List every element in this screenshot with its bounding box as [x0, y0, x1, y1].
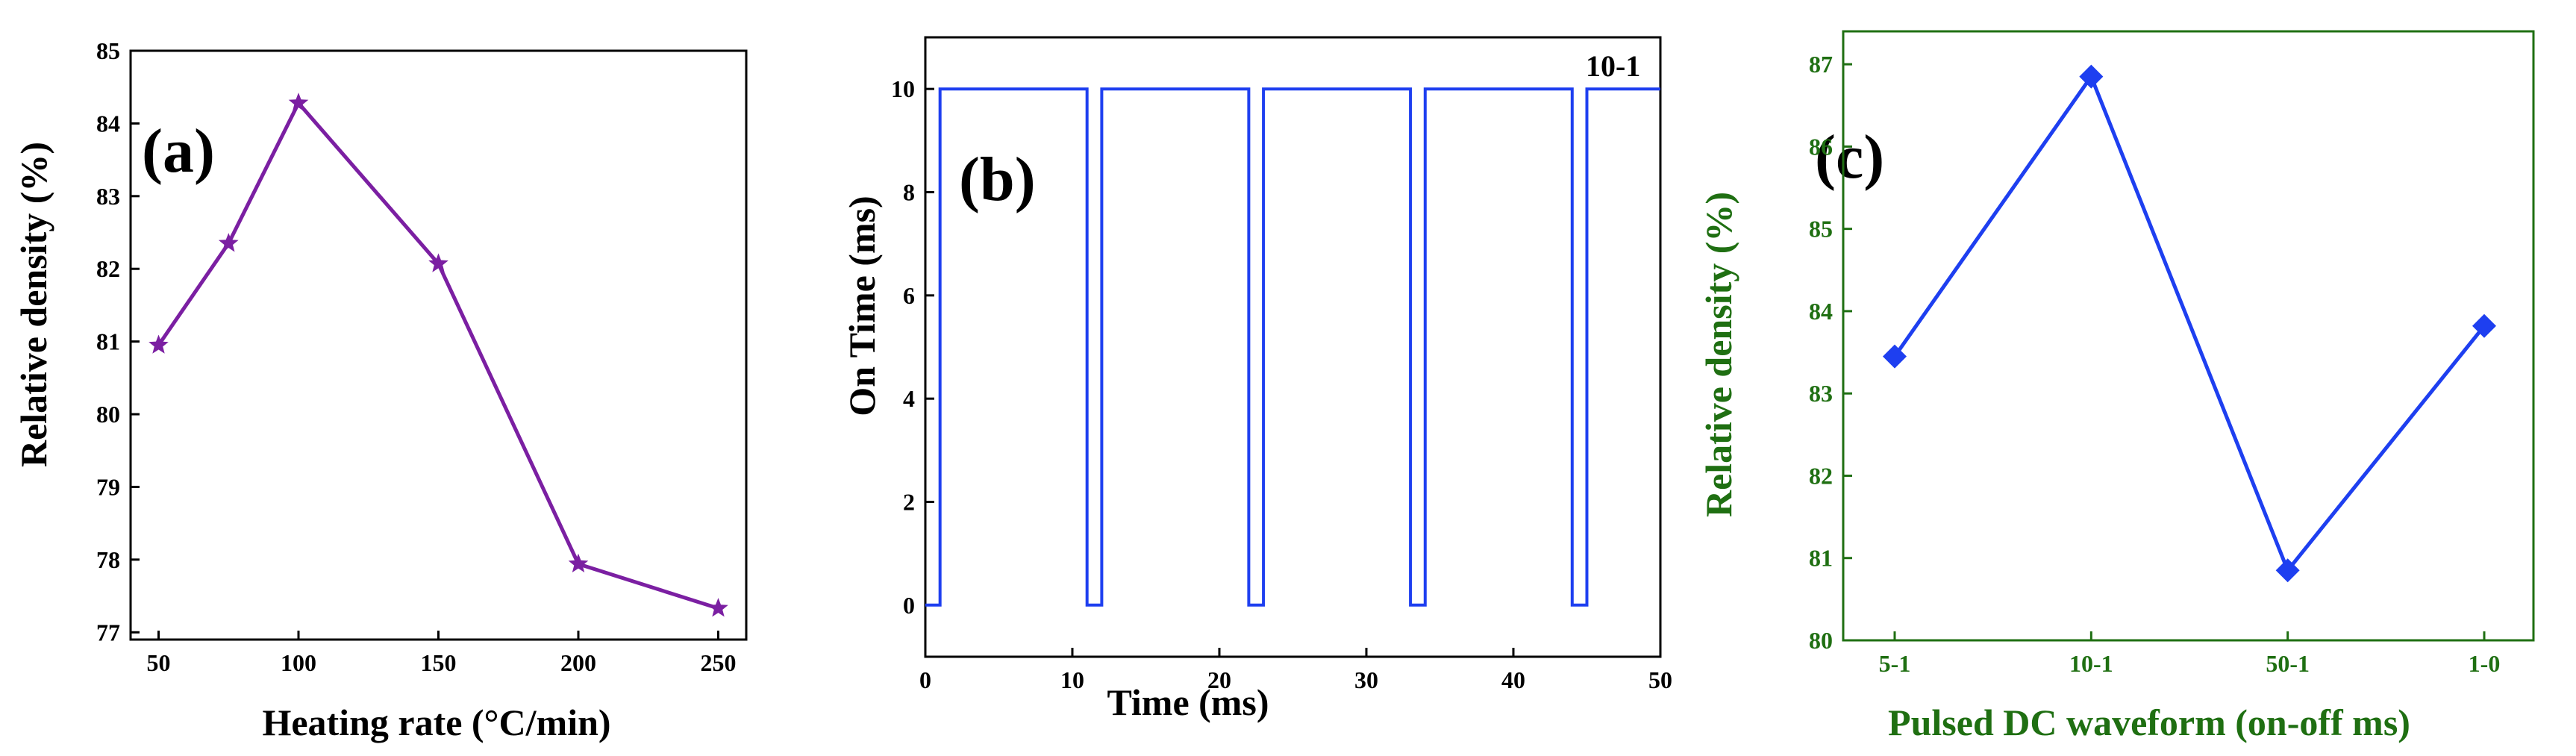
y-tick-label: 81	[1809, 545, 1833, 572]
panel-b-annotation: 10-1	[1586, 49, 1640, 83]
panel-a-chart: (a) Relative density (%) Heating rate (°…	[13, 37, 748, 743]
y-tick-label: 85	[96, 37, 120, 64]
panel-c-y-axis-label: Relative density (%)	[1698, 192, 1739, 517]
y-tick-label: 4	[903, 385, 915, 412]
panel-c-chart: (c) Relative density (%) Pulsed DC wavef…	[1698, 30, 2535, 743]
panel-c-data-point	[1883, 344, 1907, 369]
x-tick-label: 20	[1207, 666, 1231, 693]
y-tick-label: 79	[96, 473, 120, 500]
panel-c-plot-frame	[1842, 30, 2535, 642]
x-tick-label: 50	[147, 649, 171, 676]
y-tick-label: 77	[96, 619, 120, 646]
x-tick-label: 150	[421, 649, 457, 676]
panel-a-data-point	[568, 553, 589, 572]
panel-a-data-point	[149, 334, 169, 354]
x-tick-label: 30	[1354, 666, 1378, 693]
y-tick-label: 83	[96, 183, 120, 210]
y-tick-label: 84	[96, 110, 120, 137]
y-tick-label: 85	[1809, 216, 1833, 243]
y-tick-label: 6	[903, 282, 915, 309]
panel-c-data-point	[2472, 313, 2496, 338]
panel-b-series-line	[925, 87, 1660, 607]
x-tick-label: 200	[560, 649, 596, 676]
y-tick-label: 83	[1809, 380, 1833, 407]
panel-b-chart: (b) 10-1 On Time (ms) Time (ms) 0 2 4 6 8 10 0…	[841, 36, 1672, 723]
panel-c-label: (c)	[1815, 122, 1884, 192]
panel-c-x-axis-label: Pulsed DC waveform (on-off ms)	[1888, 702, 2410, 743]
panel-a-x-axis-label: Heating rate (°C/min)	[262, 702, 610, 743]
x-tick-label: 40	[1501, 666, 1525, 693]
y-tick-label: 80	[96, 401, 120, 428]
panel-c-series-line	[1892, 72, 2486, 575]
y-tick-label: 87	[1809, 51, 1833, 78]
x-tick-label: 5-1	[1879, 650, 1911, 677]
panel-a-y-axis-label: Relative density (%)	[13, 142, 54, 467]
panel-a-plot-frame	[129, 49, 748, 641]
x-tick-label: 250	[701, 649, 737, 676]
x-tick-label: 100	[281, 649, 316, 676]
panel-a-series-line	[157, 99, 719, 610]
panel-a-data-point	[428, 253, 448, 272]
panel-a-data-point	[708, 598, 728, 617]
x-tick-label: 1-0	[2469, 650, 2501, 677]
panel-a-data-point	[218, 233, 239, 252]
y-tick-label: 2	[903, 489, 915, 516]
y-tick-label: 78	[96, 546, 120, 573]
y-tick-label: 84	[1809, 298, 1833, 325]
x-tick-label: 10	[1060, 666, 1084, 693]
y-tick-label: 82	[1809, 462, 1833, 489]
y-tick-label: 80	[1809, 627, 1833, 654]
y-tick-label: 81	[96, 328, 120, 355]
panel-a-data-point	[288, 93, 309, 112]
y-tick-label: 82	[96, 255, 120, 282]
panel-b-y-axis-label: On Time (ms)	[841, 196, 883, 416]
x-tick-label: 50	[1648, 666, 1672, 693]
panel-b-plot-frame	[924, 36, 1662, 658]
y-tick-label: 0	[903, 592, 915, 619]
y-tick-label: 8	[903, 179, 915, 206]
x-tick-label: 0	[919, 666, 931, 693]
x-tick-label: 50-1	[2266, 650, 2310, 677]
panel-c-data-point	[2079, 64, 2104, 89]
y-tick-label: 10	[891, 75, 915, 102]
panel-b-label: (b)	[959, 145, 1036, 214]
x-tick-label: 10-1	[2069, 650, 2113, 677]
y-tick-label: 86	[1809, 133, 1833, 160]
panel-a-label: (a)	[142, 116, 215, 186]
panel-c-data-point	[2275, 558, 2300, 583]
panel-b-x-axis-label: Time (ms)	[1107, 681, 1269, 723]
